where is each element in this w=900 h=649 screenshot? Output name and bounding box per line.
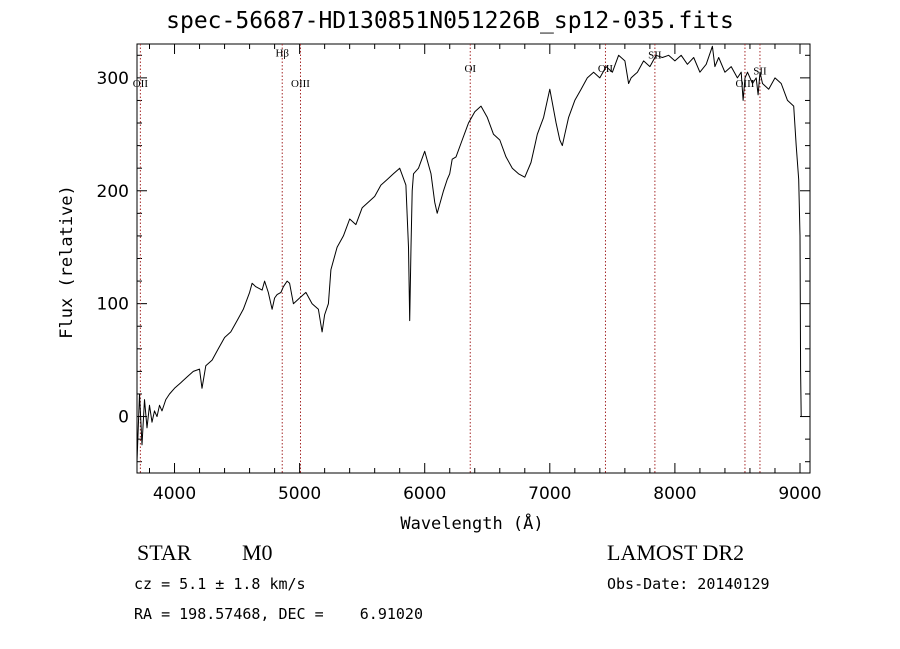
coordinates-radec: RA = 198.57468, DEC = 6.91020 — [134, 605, 423, 623]
object-subclass: M0 — [242, 540, 273, 565]
x-tick-label: 8000 — [653, 484, 696, 504]
y-tick-label: 300 — [97, 69, 129, 89]
emission-line-label: SII — [648, 50, 662, 62]
y-axis-label: Flux (relative) — [57, 185, 77, 339]
series-layer — [136, 45, 802, 462]
plot-frame — [136, 43, 811, 474]
x-tick-label: 6000 — [403, 484, 446, 504]
emission-line-label: OII — [133, 78, 149, 90]
y-tick-label: 100 — [97, 295, 129, 315]
y-tick-label: 0 — [118, 408, 129, 428]
y-tick-label: 200 — [97, 182, 129, 202]
emission-line-label: Hβ — [275, 47, 289, 59]
observation-date: Obs-Date: 20140129 — [607, 575, 770, 593]
emission-line-label: OIII — [735, 78, 754, 90]
object-class: STAR — [137, 540, 192, 565]
axes-layer: 4000 5000 6000 7000 8000 9000 0 100 200 300 — [97, 43, 822, 504]
spectrum-line — [136, 45, 802, 462]
emission-line-label: OIII — [291, 78, 310, 90]
redshift-velocity: cz = 5.1 ± 1.8 km/s — [134, 575, 306, 593]
x-tick-label: 4000 — [153, 484, 196, 504]
x-tick-label: 7000 — [528, 484, 571, 504]
x-tick-label: 5000 — [278, 484, 321, 504]
emission-line-label: OI — [464, 63, 476, 75]
x-tick-label: 9000 — [778, 484, 821, 504]
survey-name: LAMOST DR2 — [607, 540, 745, 565]
x-axis-label: Wavelength (Å) — [400, 512, 543, 534]
chart-title: spec-56687-HD130851N051226B_sp12-035.fit… — [166, 8, 734, 34]
emission-line-label: OII — [598, 63, 614, 75]
emission-line-label: SII — [753, 65, 767, 77]
